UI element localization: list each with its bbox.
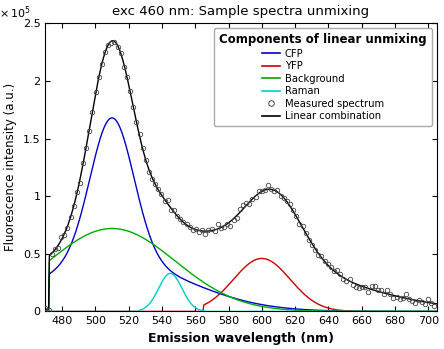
Line: CFP: CFP [45,118,436,311]
Raman [232,309,237,313]
Background [276,307,281,311]
YFP [43,309,48,313]
YFP [434,309,439,313]
Linear combination [43,307,48,311]
Text: $\times\,10^5$: $\times\,10^5$ [0,4,30,21]
Linear combination [255,192,261,196]
Line: Linear combination: Linear combination [45,41,436,309]
Background [43,309,48,313]
CFP [230,295,235,299]
Linear combination [276,191,281,195]
Measured spectrum [140,146,145,150]
CFP [232,296,237,300]
Line: Background: Background [45,229,436,311]
Background [230,296,235,300]
YFP [364,309,369,313]
Linear combination [364,286,369,290]
Raman [255,309,261,313]
Line: Measured spectrum: Measured spectrum [43,40,436,312]
Linear combination [230,218,235,222]
Linear combination [110,39,115,43]
Raman [425,309,431,313]
Measured spectrum [290,208,296,212]
YFP [425,309,431,313]
Linear combination [232,216,237,220]
Measured spectrum [375,288,381,292]
Measured spectrum [385,288,390,292]
YFP [276,265,281,269]
Raman [364,309,369,313]
Raman [434,309,439,313]
Background [425,309,431,313]
Measured spectrum [432,304,437,308]
Raman [167,271,173,275]
X-axis label: Emission wavelength (nm): Emission wavelength (nm) [148,332,334,345]
Measured spectrum [112,40,117,45]
Measured spectrum [43,306,48,310]
CFP [434,309,439,313]
CFP [109,116,115,120]
CFP [255,302,261,306]
Background [232,297,237,301]
CFP [364,309,369,313]
YFP [229,280,234,284]
Measured spectrum [149,177,155,181]
CFP [425,309,431,313]
CFP [276,305,281,309]
Measured spectrum [46,307,51,312]
Linear combination [425,300,431,305]
Background [255,304,261,308]
YFP [231,277,236,281]
Raman [276,309,281,313]
YFP [259,256,265,260]
Background [364,309,369,313]
Legend: CFP, YFP, Background, Raman, Measured spectrum, Linear combination: CFP, YFP, Background, Raman, Measured sp… [214,29,432,126]
Linear combination [434,302,439,306]
Background [434,309,439,313]
Raman [230,309,235,313]
Measured spectrum [413,301,418,305]
Y-axis label: Fluorescence intensity (a.u.): Fluorescence intensity (a.u.) [4,83,17,252]
Background [109,227,115,231]
YFP [254,257,260,261]
Line: YFP: YFP [45,258,436,311]
CFP [43,309,48,313]
Line: Raman: Raman [45,273,436,311]
Title: exc 460 nm: Sample spectra unmixing: exc 460 nm: Sample spectra unmixing [112,5,369,18]
Raman [43,309,48,313]
